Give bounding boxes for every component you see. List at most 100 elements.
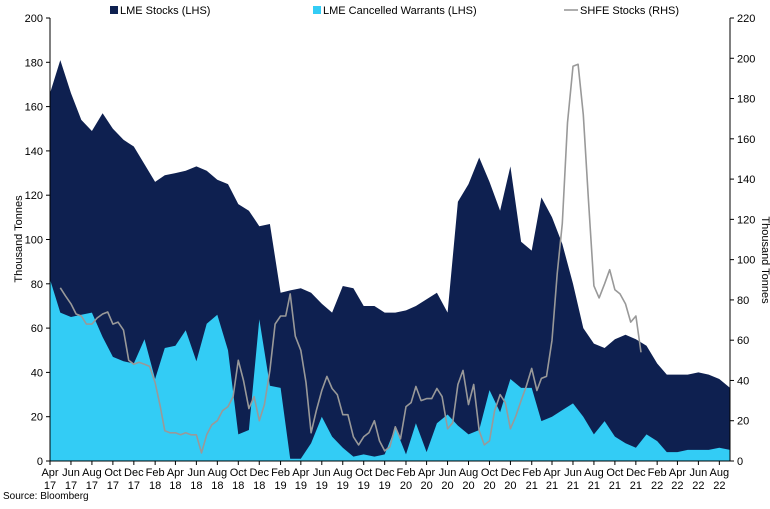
legend-label-1: LME Stocks (LHS) — [120, 5, 210, 17]
x-tick-label: Dec — [249, 467, 269, 479]
legend-label-2: LME Cancelled Warrants (LHS) — [323, 5, 477, 17]
x-tick-label-year: 17 — [128, 480, 140, 492]
x-tick-label: Apr — [41, 467, 58, 479]
x-tick-label-year: 22 — [651, 480, 663, 492]
series-line-3 — [59, 63, 642, 454]
x-tick-label-year: 20 — [504, 480, 516, 492]
x-tick-label-year: 19 — [358, 480, 370, 492]
x-tick-label-year: 18 — [149, 480, 161, 492]
x-tick-label-year: 18 — [211, 480, 223, 492]
x-tick-label: Oct — [355, 467, 372, 479]
x-tick-label: Jun — [690, 467, 708, 479]
y-tick-label-left: 200 — [25, 13, 43, 25]
plot-areas — [50, 60, 730, 461]
x-tick-label-year: 22 — [713, 480, 725, 492]
x-tick-label: Jun — [313, 467, 331, 479]
x-tick-label: Oct — [606, 467, 623, 479]
x-tick-label-year: 20 — [441, 480, 453, 492]
x-tick-label-year: 19 — [379, 480, 391, 492]
plot-lines — [59, 63, 642, 454]
x-tick-label: Dec — [375, 467, 395, 479]
y-tick-label-left: 0 — [37, 456, 43, 468]
x-tick-label-year: 17 — [107, 480, 119, 492]
y-tick-label-left: 160 — [25, 102, 43, 114]
x-tick-label-year: 21 — [567, 480, 579, 492]
x-tick-label: Jun — [439, 467, 457, 479]
x-tick-label: Aug — [459, 467, 479, 479]
x-tick-label: Jun — [62, 467, 80, 479]
x-tick-label: Feb — [271, 467, 290, 479]
x-tick-label: Feb — [648, 467, 667, 479]
x-tick-label-year: 21 — [630, 480, 642, 492]
y-tick-label-right: 220 — [737, 13, 755, 25]
x-tick-label-year: 18 — [190, 480, 202, 492]
x-tick-label-year: 19 — [316, 480, 328, 492]
y-tick-label-left: 120 — [25, 190, 43, 202]
y-tick-label-right: 200 — [737, 53, 755, 65]
x-tick-label-year: 17 — [44, 480, 56, 492]
y-tick-label-right: 20 — [737, 416, 749, 428]
x-tick-label-year: 18 — [169, 480, 181, 492]
x-tick-label: Aug — [208, 467, 228, 479]
legend-label-3: SHFE Stocks (RHS) — [580, 5, 679, 17]
y-tick-label-left: 20 — [31, 412, 43, 424]
x-tick-label: Feb — [522, 467, 541, 479]
x-tick-label: Aug — [584, 467, 604, 479]
x-tick-label-year: 18 — [232, 480, 244, 492]
x-tick-label-year: 19 — [274, 480, 286, 492]
x-tick-label: Jun — [188, 467, 206, 479]
legend-swatch-1 — [110, 6, 118, 14]
x-tick-label-year: 18 — [253, 480, 265, 492]
y-tick-label-right: 60 — [737, 335, 749, 347]
x-tick-label: Feb — [396, 467, 415, 479]
x-tick-label-year: 19 — [295, 480, 307, 492]
x-tick-label-year: 19 — [337, 480, 349, 492]
legend-swatch-2 — [313, 6, 321, 14]
x-tick-label: Dec — [124, 467, 144, 479]
x-tick-label: Aug — [82, 467, 102, 479]
axes: 0 20 40 60 80 100 120 140 160 180 200 0 20 40 60 80 100 1… — [25, 13, 756, 492]
x-tick-label: Aug — [333, 467, 353, 479]
y-tick-label-left: 80 — [31, 279, 43, 291]
y-tick-label-right: 100 — [737, 255, 755, 267]
y-tick-label-right: 120 — [737, 214, 755, 226]
x-tick-label: Apr — [167, 467, 184, 479]
x-tick-label-year: 22 — [692, 480, 704, 492]
y-tick-label-right: 40 — [737, 375, 749, 387]
x-tick-label: Oct — [481, 467, 498, 479]
x-tick-label: Feb — [146, 467, 165, 479]
y-tick-label-right: 180 — [737, 94, 755, 106]
y-tick-label-right: 140 — [737, 174, 755, 186]
y-tick-label-left: 180 — [25, 57, 43, 69]
x-tick-label-year: 21 — [546, 480, 558, 492]
x-tick-label-year: 22 — [671, 480, 683, 492]
x-tick-label: Oct — [230, 467, 247, 479]
legend: LME Stocks (LHS) LME Cancelled Warrants (… — [110, 5, 679, 17]
x-tick-label-year: 21 — [609, 480, 621, 492]
x-tick-label-year: 20 — [462, 480, 474, 492]
y-tick-label-right: 0 — [737, 456, 743, 468]
x-tick-label: Dec — [626, 467, 646, 479]
x-tick-label: Dec — [501, 467, 521, 479]
x-tick-label: Apr — [543, 467, 560, 479]
x-tick-label-year: 21 — [526, 480, 538, 492]
x-tick-label-year: 17 — [86, 480, 98, 492]
y-tick-label-left: 140 — [25, 146, 43, 158]
x-tick-label: Apr — [292, 467, 309, 479]
x-tick-label-year: 20 — [483, 480, 495, 492]
y-tick-label-left: 100 — [25, 235, 43, 247]
y-axis-title-right: Thousand Tonnes — [759, 216, 770, 304]
x-tick-label: Oct — [104, 467, 121, 479]
x-tick-label-year: 20 — [400, 480, 412, 492]
y-tick-label-right: 80 — [737, 295, 749, 307]
x-tick-label: Jun — [564, 467, 582, 479]
x-tick-label-year: 20 — [420, 480, 432, 492]
x-tick-label-year: 21 — [588, 480, 600, 492]
source-note: Source: Bloomberg — [3, 491, 89, 502]
y-tick-label-right: 160 — [737, 134, 755, 146]
y-tick-label-left: 40 — [31, 367, 43, 379]
x-tick-label: Apr — [669, 467, 686, 479]
y-axis-title-left: Thousand Tonnes — [13, 195, 25, 283]
x-tick-label: Apr — [418, 467, 435, 479]
